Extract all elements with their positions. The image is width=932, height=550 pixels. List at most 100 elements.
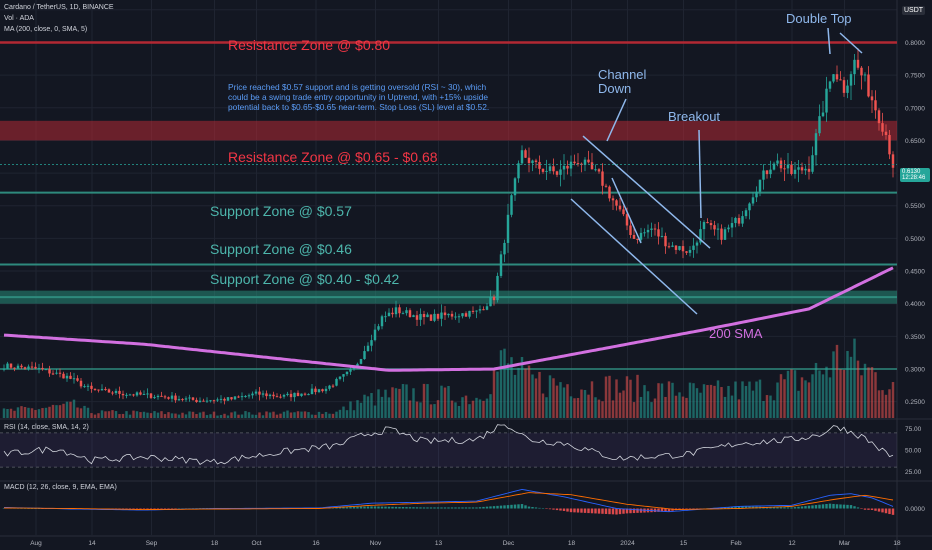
candle — [324, 385, 328, 394]
candle-body — [48, 369, 51, 374]
volume-bar — [664, 396, 667, 418]
candle — [611, 195, 615, 211]
volume-bar — [804, 380, 807, 418]
candle-body — [184, 398, 188, 400]
candle — [867, 66, 870, 98]
macd-histogram-bar — [569, 508, 573, 513]
candle — [765, 170, 769, 179]
candle — [37, 363, 41, 374]
candle-body — [660, 235, 664, 237]
macd-histogram-bar — [139, 508, 142, 510]
candle — [72, 372, 76, 384]
macd-histogram-bar — [573, 508, 576, 513]
candle — [566, 160, 569, 175]
candle-body — [370, 340, 373, 346]
volume-bar — [527, 365, 531, 418]
candle-body — [30, 366, 34, 368]
macd-histogram-bar — [846, 504, 849, 509]
candle — [548, 163, 552, 174]
volume-bar — [821, 374, 825, 418]
candle — [562, 154, 566, 180]
candle-body — [293, 392, 296, 398]
candle-body — [755, 191, 758, 198]
macd-histogram-bar — [748, 506, 751, 509]
macd-histogram-bar — [594, 508, 597, 514]
volume-bar — [492, 369, 496, 418]
volume-bar — [583, 390, 587, 418]
volume-bar — [538, 371, 541, 418]
time-tick-label: 15 — [680, 540, 688, 547]
volume-bar — [422, 383, 426, 418]
candle — [629, 218, 632, 239]
time-tick-label: Dec — [503, 540, 515, 547]
volume-bar — [811, 374, 814, 418]
macd-histogram-bar — [366, 506, 370, 509]
candle-body — [233, 396, 237, 400]
volume-bar — [674, 395, 678, 418]
candle-body — [51, 373, 55, 375]
macd-histogram-bar — [779, 507, 783, 509]
candle-body — [23, 367, 27, 369]
candle — [247, 393, 251, 399]
volume-bar — [863, 363, 867, 418]
candle — [807, 156, 811, 180]
volume-bar — [174, 413, 177, 418]
candle — [139, 390, 142, 396]
volume-bar — [587, 394, 590, 418]
candle-body — [793, 169, 797, 174]
candle-body — [870, 96, 874, 101]
candle — [499, 250, 503, 278]
candle — [90, 382, 93, 393]
volume-bar — [457, 405, 461, 418]
candle — [741, 211, 744, 227]
volume-bar — [345, 410, 349, 418]
volume-bar — [629, 379, 632, 418]
macd-histogram-bar — [125, 508, 128, 510]
candle-body — [27, 366, 30, 369]
volume-bar — [419, 402, 422, 418]
candle-body — [587, 159, 590, 163]
candle-body — [177, 399, 181, 401]
candle — [2, 364, 6, 372]
candle-body — [835, 74, 839, 80]
candle — [713, 220, 716, 236]
candle-body — [384, 316, 387, 318]
candle — [240, 392, 244, 401]
macd-histogram-bar — [496, 505, 499, 509]
volume-bar — [485, 398, 489, 418]
macd-histogram-bar — [177, 508, 181, 509]
macd-histogram-bar — [601, 508, 604, 514]
candle-body — [412, 315, 415, 318]
volume-bar — [107, 411, 111, 418]
candle — [531, 159, 534, 172]
volume-bar — [41, 408, 44, 418]
volume-bar — [748, 381, 751, 418]
candle — [55, 368, 58, 375]
candle-body — [216, 399, 219, 401]
candle-body — [790, 164, 793, 174]
volume-bar — [450, 400, 454, 418]
volume-bar — [580, 389, 583, 418]
candle-body — [573, 161, 576, 164]
volume-bar — [632, 402, 636, 418]
time-tick-label: 18 — [893, 540, 901, 547]
candle-body — [163, 396, 167, 398]
candle — [454, 312, 457, 320]
candle — [685, 250, 688, 255]
macd-histogram-bar — [37, 508, 41, 509]
currency-badge[interactable]: USDT — [902, 6, 926, 15]
candle — [422, 310, 426, 325]
volume-bar — [135, 411, 139, 418]
trend-annotations — [570, 27, 863, 315]
candle — [219, 395, 223, 404]
volume-bar — [23, 407, 27, 418]
volume-bar — [688, 382, 692, 418]
macd-histogram-bar — [576, 508, 580, 513]
candle — [237, 395, 240, 399]
candle-body — [205, 400, 209, 402]
volume-bar — [615, 379, 618, 418]
candle-body — [856, 59, 860, 68]
macd-histogram-bar — [352, 506, 356, 509]
volume-bar — [163, 414, 167, 418]
